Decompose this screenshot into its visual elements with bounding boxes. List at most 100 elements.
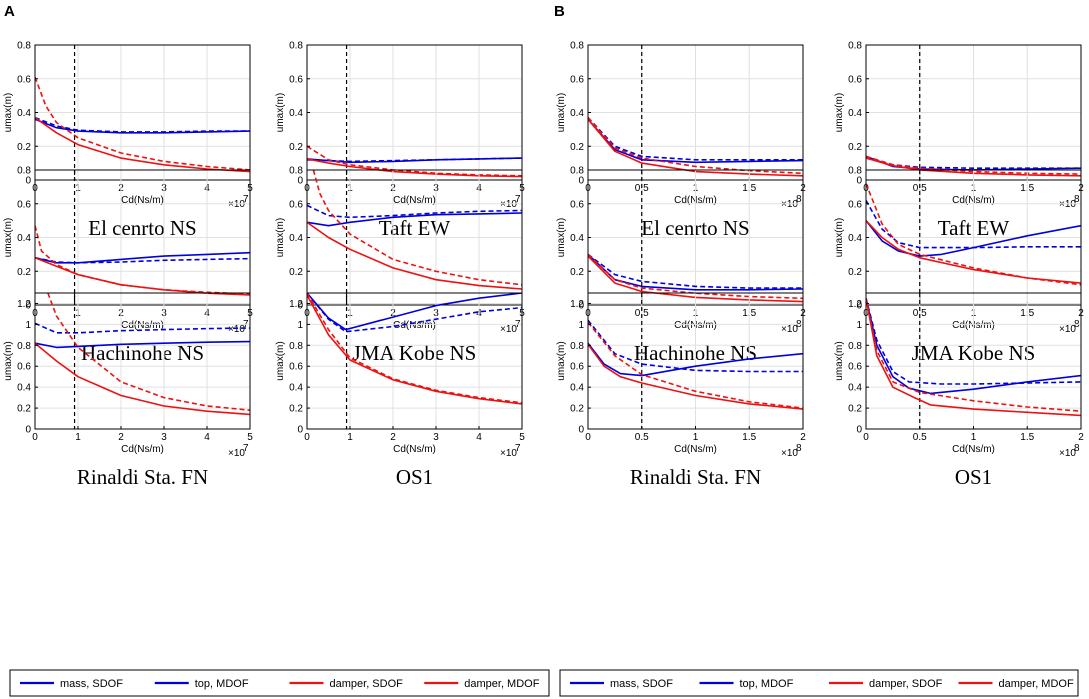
x-scale-multiplier: ×10: [500, 324, 517, 335]
legend-label: mass, SDOF: [610, 678, 673, 690]
y-tick-label: 0: [25, 301, 31, 312]
series-line-2: [35, 251, 250, 264]
chart-title: Rinaldi Sta. FN: [630, 465, 761, 489]
x-scale-exponent: 8: [796, 443, 802, 454]
y-tick-label: 0.2: [848, 267, 862, 278]
y-tick-label: 1: [578, 320, 584, 331]
y-tick-label: 0: [856, 425, 862, 436]
chart-12: 0 0.5 1 1.5 2 0 0.2 0.4 0.6 0.8 1 1.2 Cd(Ns/m) umax(m…: [834, 292, 1084, 489]
y-tick-label: 0.2: [570, 267, 584, 278]
x-scale-multiplier: ×10: [228, 199, 245, 210]
series-group: [588, 117, 803, 177]
series-group: [307, 170, 522, 290]
y-tick-label: 0.4: [848, 108, 862, 119]
x-tick-label: 0.5: [913, 432, 927, 443]
charts: 01234500.20.40.60.8Cd(Ns/m)umax(m)×107El…: [3, 41, 1084, 490]
y-tick-label: 0.8: [289, 341, 303, 352]
y-tick-label: 0.2: [570, 404, 584, 415]
x-scale-multiplier: ×10: [228, 324, 245, 335]
axes-frame: [306, 292, 523, 430]
x-tick-label: 1: [347, 432, 353, 443]
y-axis-label: umax(m): [3, 218, 14, 257]
x-scale-exponent: 8: [796, 194, 802, 205]
y-tick-label: 0.2: [17, 404, 31, 415]
x-axis-label: Cd(Ns/m): [121, 320, 164, 331]
y-tick-label: 0.8: [570, 341, 584, 352]
legend-box: [9, 669, 550, 697]
y-tick-label: 1.2: [570, 299, 584, 310]
y-tick-label: 0: [578, 176, 584, 187]
x-scale-exponent: 7: [515, 194, 521, 205]
y-tick-label: 0.2: [289, 404, 303, 415]
x-axis-label: Cd(Ns/m): [121, 444, 164, 455]
y-tick-label: 0.6: [289, 199, 303, 210]
series-line-1: [307, 293, 522, 333]
x-tick-label: 1.5: [1020, 432, 1034, 443]
y-tick-label: 0.2: [17, 267, 31, 278]
series-line-1: [588, 253, 803, 289]
y-axis-label: umax(m): [556, 218, 567, 257]
y-tick-label: 0.4: [289, 383, 303, 394]
chart-title: JMA Kobe NS: [353, 341, 477, 365]
y-tick-label: 0.4: [570, 233, 584, 244]
series-group: [307, 145, 522, 178]
legend-label: mass, SDOF: [60, 678, 123, 690]
x-scale-multiplier: ×10: [500, 199, 517, 210]
y-axis-label: umax(m): [834, 341, 845, 380]
y-tick-label: 0.4: [570, 108, 584, 119]
y-tick-label: 1: [25, 320, 31, 331]
chart-2: 01234500.20.40.60.8Cd(Ns/m)umax(m)×107Ta…: [275, 41, 525, 241]
series-line-4: [866, 157, 1081, 177]
series-line-3: [866, 298, 1081, 412]
series-line-2: [307, 157, 522, 164]
series-group: [307, 293, 522, 405]
x-tick-label: 2: [1078, 432, 1084, 443]
y-tick-label: 1.2: [289, 299, 303, 310]
x-scale-exponent: 7: [515, 443, 521, 454]
y-tick-label: 0.4: [17, 108, 31, 119]
panel-label-b: B: [554, 3, 565, 20]
y-tick-label: 0: [578, 301, 584, 312]
y-tick-label: 0.4: [570, 383, 584, 394]
x-scale-multiplier: ×10: [781, 324, 798, 335]
chart-5: 01234500.20.40.60.8Cd(Ns/m)umax(m)×107Ha…: [3, 166, 253, 366]
series-group: [588, 253, 803, 303]
x-scale-exponent: 7: [243, 194, 249, 205]
series-line-4: [588, 255, 803, 303]
legend-box: [559, 669, 1079, 697]
y-tick-label: 0.8: [17, 166, 31, 177]
x-tick-label: 3: [433, 432, 439, 443]
y-tick-label: 0: [25, 176, 31, 187]
series-line-2: [588, 118, 803, 164]
y-tick-label: 0.6: [289, 362, 303, 373]
series-group: [866, 183, 1081, 286]
x-tick-label: 1: [75, 432, 81, 443]
series-line-2: [35, 118, 250, 134]
series-line-2: [307, 212, 522, 227]
series-line-1: [35, 116, 250, 133]
legend-label: damper, SDOF: [869, 678, 943, 690]
chart-title: OS1: [955, 465, 992, 489]
legend-label: top, MDOF: [740, 678, 794, 690]
y-axis-label: umax(m): [3, 341, 14, 380]
series-line-3: [307, 293, 522, 404]
legends: mass, SDOF top, MDOF damper, SDOF damper, M…: [9, 669, 1079, 697]
x-tick-label: 0: [304, 432, 310, 443]
y-tick-label: 0.6: [289, 74, 303, 85]
x-tick-label: 5: [247, 432, 253, 443]
x-tick-label: 4: [204, 432, 210, 443]
x-tick-label: 0: [585, 432, 591, 443]
y-axis-label: umax(m): [275, 218, 286, 257]
series-line-2: [588, 342, 803, 377]
series-line-1: [588, 319, 803, 373]
chart-9: 0 1 2 3 4 5 0 0.2 0.4 0.6 0.8 1 1.2 Cd(Ns/m) umax(m) ×1…: [3, 292, 253, 489]
y-tick-label: 0.8: [848, 41, 862, 52]
y-tick-label: 0.8: [570, 166, 584, 177]
chart-title: Taft EW: [379, 216, 451, 240]
y-tick-label: 0.2: [848, 404, 862, 415]
x-scale-exponent: 8: [1074, 194, 1080, 205]
x-axis-label: Cd(Ns/m): [393, 195, 436, 206]
x-scale-multiplier: ×10: [228, 448, 245, 459]
x-tick-label: 0.5: [635, 432, 649, 443]
